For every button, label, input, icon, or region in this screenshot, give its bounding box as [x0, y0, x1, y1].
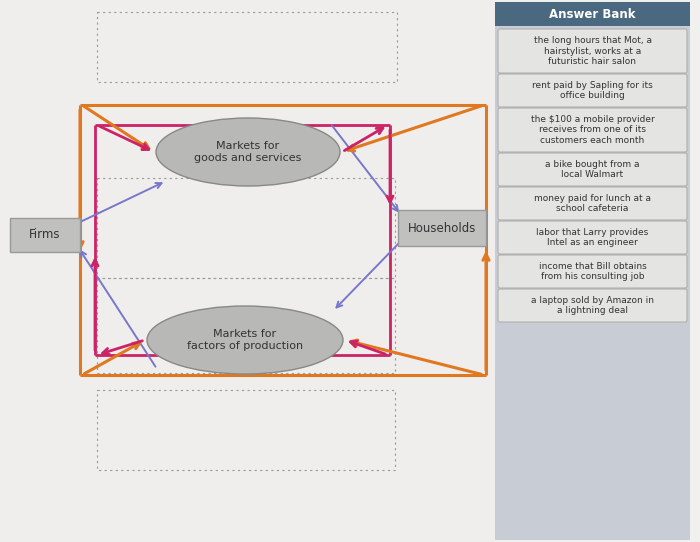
Bar: [97, 390, 395, 470]
Text: Households: Households: [408, 222, 476, 235]
Ellipse shape: [147, 306, 343, 374]
Bar: [10, 218, 80, 252]
Bar: [0, 0, 495, 542]
FancyBboxPatch shape: [498, 74, 687, 107]
Text: a laptop sold by Amazon in
a lightning deal: a laptop sold by Amazon in a lightning d…: [531, 295, 654, 315]
Bar: [495, 2, 690, 26]
FancyBboxPatch shape: [498, 187, 687, 220]
FancyBboxPatch shape: [498, 255, 687, 288]
Bar: [97, 178, 395, 278]
Text: a bike bought from a
local Walmart: a bike bought from a local Walmart: [545, 160, 640, 179]
Text: rent paid by Sapling for its
office building: rent paid by Sapling for its office buil…: [532, 81, 653, 100]
Bar: [97, 12, 397, 82]
FancyBboxPatch shape: [498, 29, 687, 73]
Bar: [97, 278, 395, 373]
FancyBboxPatch shape: [498, 153, 687, 186]
Bar: [495, 2, 690, 540]
Text: the $100 a mobile provider
receives from one of its
customers each month: the $100 a mobile provider receives from…: [531, 115, 654, 145]
Bar: [398, 210, 486, 246]
Text: money paid for lunch at a
school cafeteria: money paid for lunch at a school cafeter…: [534, 193, 651, 214]
Text: the long hours that Mot, a
hairstylist, works at a
futuristic hair salon: the long hours that Mot, a hairstylist, …: [533, 36, 652, 66]
Text: Markets for
factors of production: Markets for factors of production: [187, 329, 303, 351]
Ellipse shape: [156, 118, 340, 186]
Text: income that Bill obtains
from his consulting job: income that Bill obtains from his consul…: [538, 262, 646, 281]
FancyBboxPatch shape: [498, 108, 687, 152]
FancyBboxPatch shape: [498, 221, 687, 254]
Text: Markets for
goods and services: Markets for goods and services: [195, 141, 302, 163]
FancyBboxPatch shape: [498, 289, 687, 322]
Text: Answer Bank: Answer Bank: [550, 8, 636, 21]
Text: labor that Larry provides
Intel as an engineer: labor that Larry provides Intel as an en…: [536, 228, 649, 247]
Text: Firms: Firms: [29, 229, 61, 242]
